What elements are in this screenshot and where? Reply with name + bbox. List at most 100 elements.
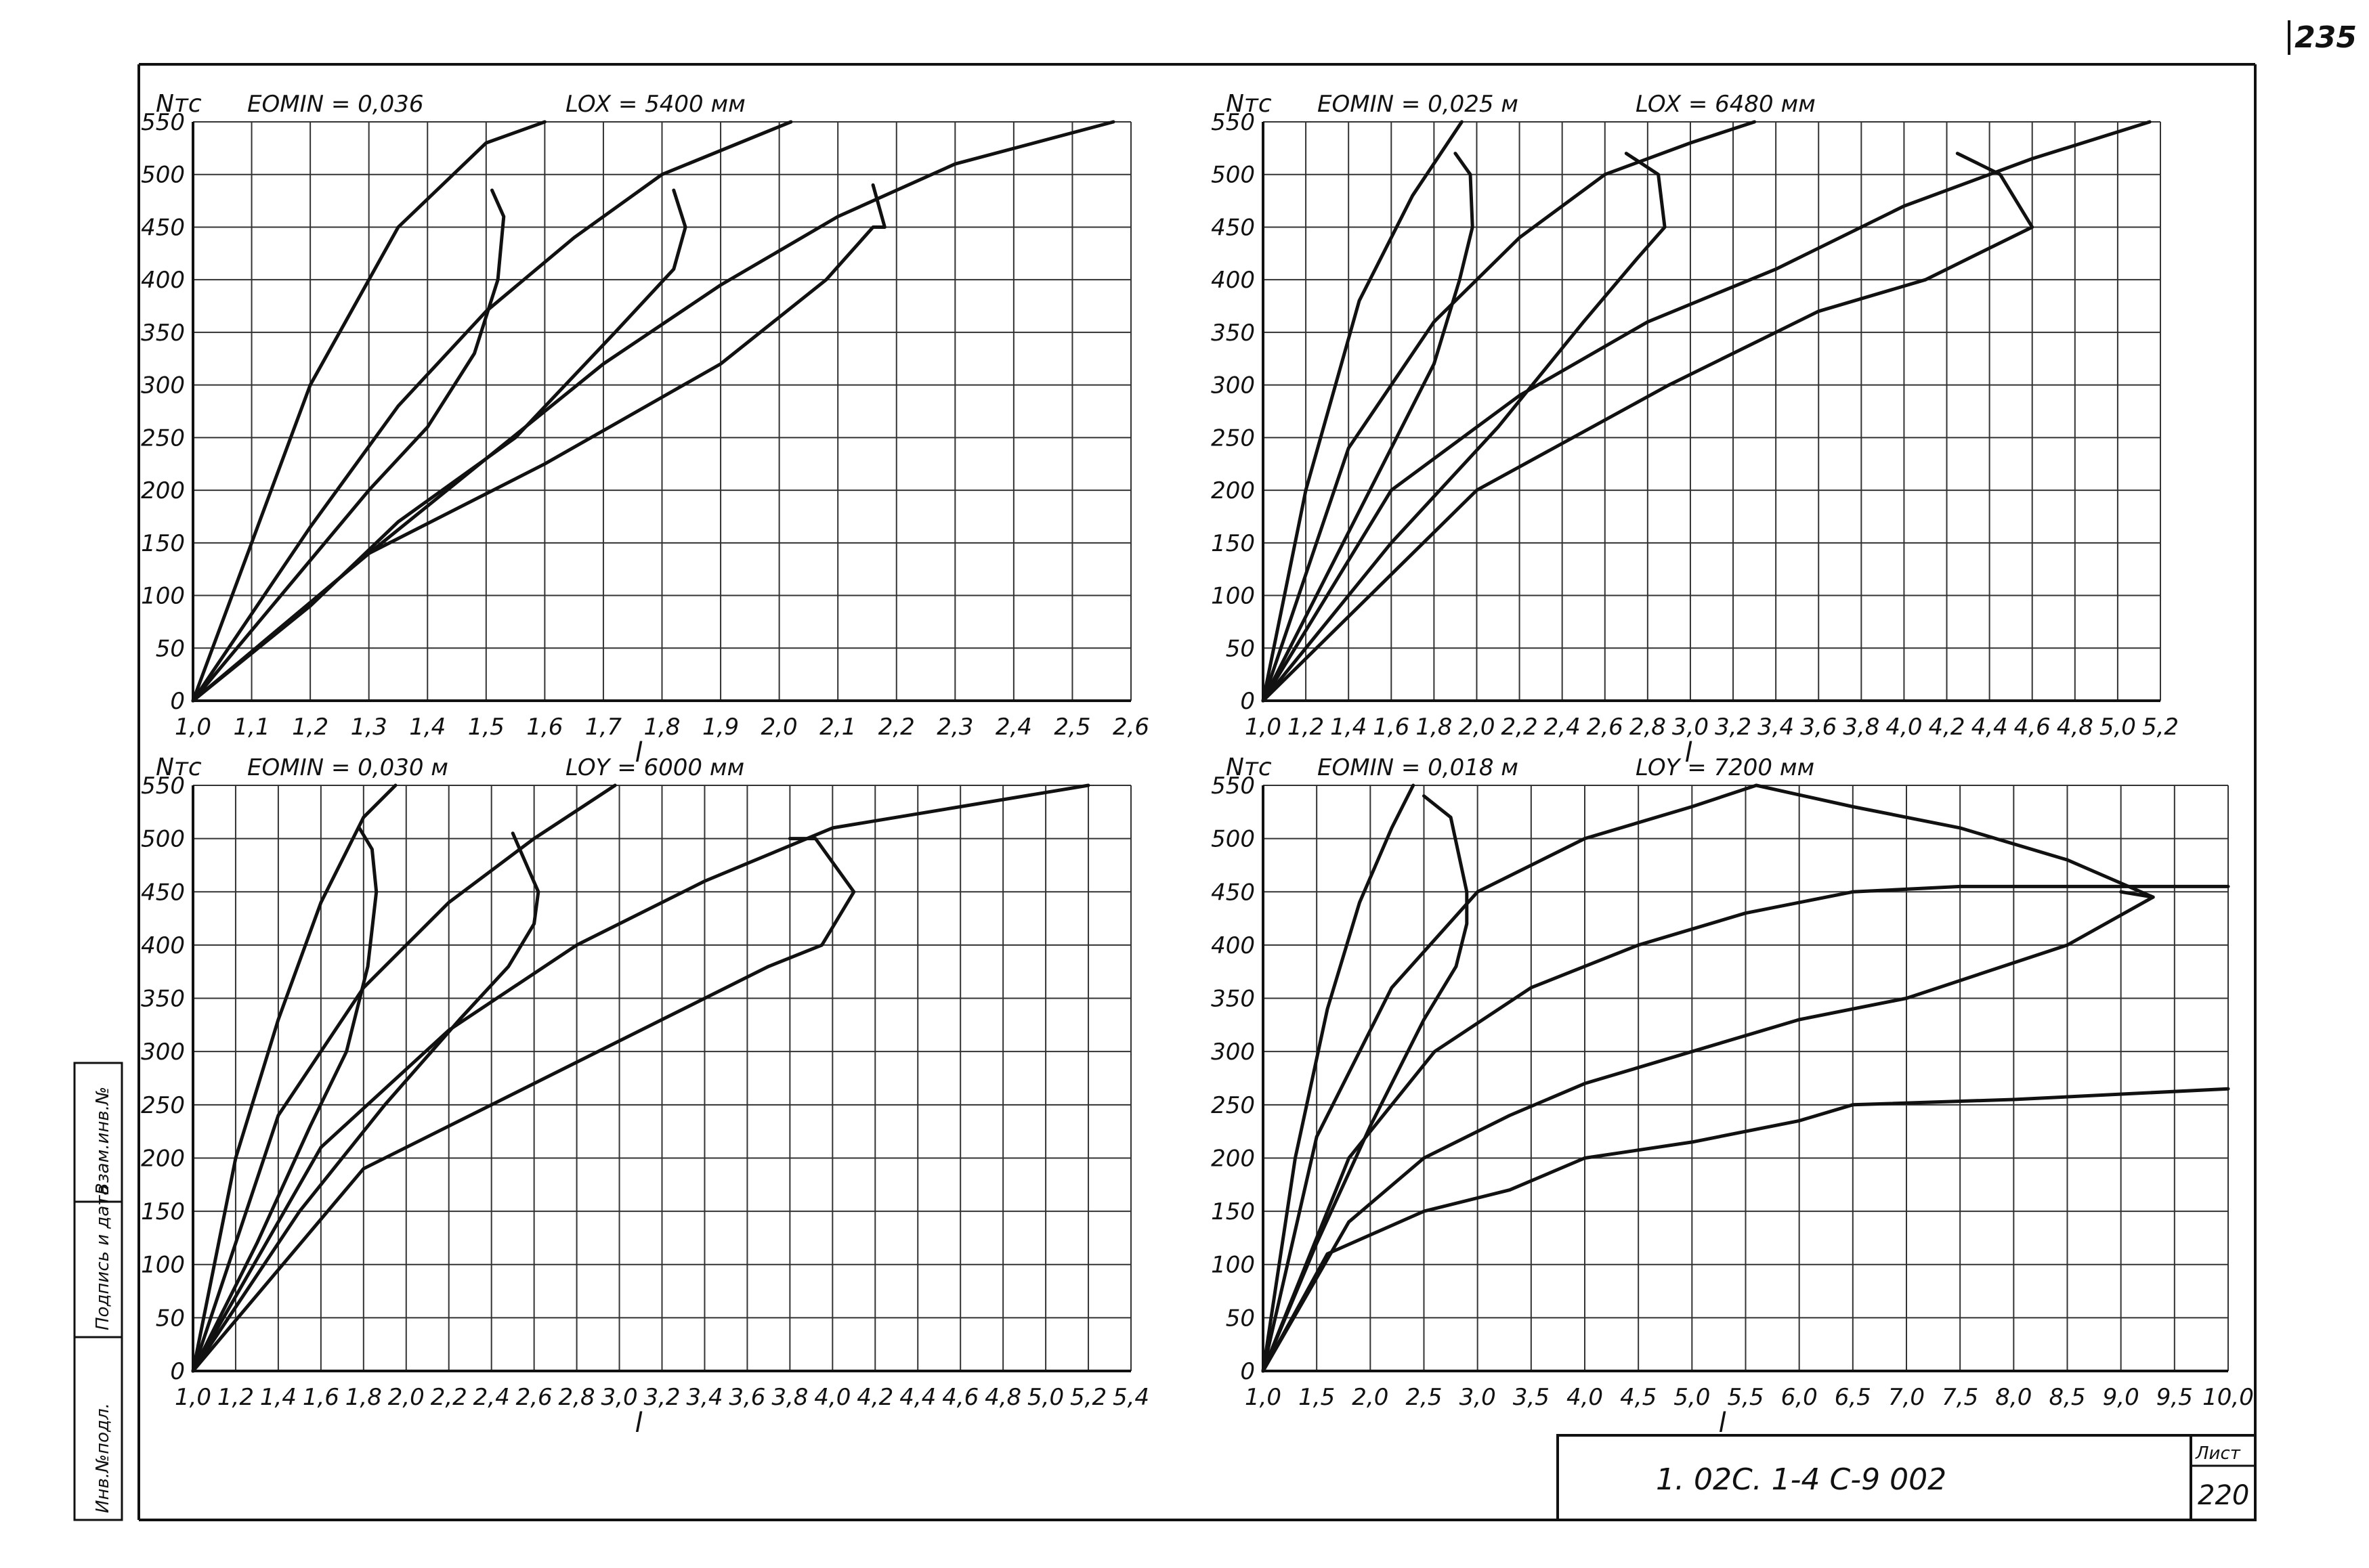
y-tick-label: 400 bbox=[1211, 932, 1255, 959]
y-axis-label: Nтс bbox=[156, 90, 202, 118]
x-tick-label: 2,2 bbox=[1501, 714, 1538, 741]
x-tick-label: 7,5 bbox=[1942, 1384, 1978, 1411]
x-tick-label: 4,2 bbox=[857, 1384, 893, 1411]
x-tick-label: 1,0 bbox=[175, 1384, 211, 1411]
stamp-text-inv: Инв.№подл. bbox=[93, 1403, 113, 1513]
x-tick-label: 8,5 bbox=[2049, 1384, 2085, 1411]
x-tick-label: 1,4 bbox=[1330, 714, 1367, 741]
x-tick-label: 4,0 bbox=[1885, 714, 1922, 741]
y-tick-label: 250 bbox=[1211, 424, 1255, 452]
chart-panel-bottom-left: 1,0 1,2 1,4 1,6 1,8 2,0 2,2 2,4 2,6 2,8 3,0 3,2 3,4 3… bbox=[141, 754, 1149, 1439]
x-tick-label: 1,5 bbox=[468, 714, 505, 741]
series-line-2 bbox=[191, 120, 793, 703]
x-tick-label: 5,2 bbox=[2142, 714, 2179, 741]
y-tick-label: 500 bbox=[1211, 162, 1255, 189]
series-line-6 bbox=[191, 183, 887, 703]
y-tick-label: 400 bbox=[141, 267, 185, 294]
x-tick-label: 2,6 bbox=[1587, 714, 1623, 741]
x-tick-label: 3,6 bbox=[1800, 714, 1837, 741]
x-tick-label: 1,4 bbox=[260, 1384, 297, 1411]
series-line-1 bbox=[191, 783, 398, 1373]
x-axis-label: l bbox=[635, 737, 643, 768]
y-tick-label: 250 bbox=[1211, 1092, 1255, 1119]
x-tick-label: 1,0 bbox=[1245, 1384, 1281, 1411]
x-tick-label: 3,8 bbox=[1843, 714, 1879, 741]
x-tick-label: 2,8 bbox=[1629, 714, 1666, 741]
x-tick-label: 6,5 bbox=[1835, 1384, 1871, 1411]
x-tick-label: 4,6 bbox=[942, 1384, 979, 1411]
x-tick-label: 4,6 bbox=[2014, 714, 2051, 741]
x-tick-label: 2,8 bbox=[559, 1384, 595, 1411]
y-tick-label: 500 bbox=[141, 162, 185, 189]
x-tick-label: 3,0 bbox=[601, 1384, 638, 1411]
y-axis-label: Nтс bbox=[1226, 754, 1272, 781]
series-line-5 bbox=[191, 188, 687, 703]
x-tick-label: 2,6 bbox=[1113, 714, 1149, 741]
y-tick-label: 50 bbox=[156, 1305, 185, 1332]
y-tick-label: 100 bbox=[1211, 1252, 1255, 1279]
x-tick-label: 3,6 bbox=[729, 1384, 765, 1411]
y-tick-label: 350 bbox=[1211, 986, 1255, 1013]
x-tick-label: 4,4 bbox=[899, 1384, 936, 1411]
x-tick-label: 3,4 bbox=[1757, 714, 1794, 741]
series-line-1 bbox=[1261, 120, 1464, 703]
series-line-4 bbox=[1261, 895, 2155, 1373]
x-tick-label: 5,5 bbox=[1727, 1384, 1764, 1411]
series-line-5 bbox=[1261, 152, 1667, 703]
y-tick-label: 250 bbox=[141, 1092, 185, 1119]
y-tick-label: 200 bbox=[141, 477, 185, 504]
x-axis-label: l bbox=[1719, 1408, 1726, 1439]
y-axis-label: Nтс bbox=[1226, 90, 1272, 118]
series-line-3 bbox=[191, 120, 1115, 703]
x-tick-label: 9,0 bbox=[2103, 1384, 2139, 1411]
x-tick-label: 2,4 bbox=[473, 1384, 510, 1411]
x-tick-label: 1,8 bbox=[643, 714, 680, 741]
x-tick-label: 1,9 bbox=[702, 714, 739, 741]
y-tick-label: 250 bbox=[141, 424, 185, 452]
x-tick-label: 4,0 bbox=[814, 1384, 851, 1411]
x-axis-label: l bbox=[1685, 737, 1692, 768]
sheet-number: 220 bbox=[2198, 1480, 2249, 1511]
chart-annotation: LOX = 5400 мм bbox=[565, 91, 746, 118]
y-tick-label: 300 bbox=[141, 372, 185, 399]
y-tick-label: 200 bbox=[141, 1145, 185, 1172]
y-tick-label: 200 bbox=[1211, 477, 1255, 504]
y-tick-label: 150 bbox=[141, 530, 185, 557]
series-line-4 bbox=[1261, 152, 1474, 703]
x-tick-label: 2,3 bbox=[937, 714, 973, 741]
x-tick-label: 5,2 bbox=[1070, 1384, 1107, 1411]
x-tick-label: 1,0 bbox=[1245, 714, 1281, 741]
chart-panel-bottom-right: 1,0 1,5 2,0 2,5 3,0 3,5 4,0 4,5 5,0 5,5 6,0 6,5 7,0 7… bbox=[1211, 754, 2254, 1439]
x-tick-label: 1,1 bbox=[234, 714, 270, 741]
x-tick-label: 8,0 bbox=[1995, 1384, 2032, 1411]
x-tick-label: 2,6 bbox=[516, 1384, 553, 1411]
series-line-5 bbox=[1261, 1087, 2230, 1373]
y-tick-label: 550 bbox=[141, 109, 185, 136]
x-tick-label: 4,2 bbox=[1928, 714, 1965, 741]
x-tick-label: 2,0 bbox=[761, 714, 798, 741]
y-tick-label: 500 bbox=[1211, 826, 1255, 853]
series-line-3 bbox=[1261, 120, 2152, 703]
title-block: 1. 02С. 1-4 С-9 002 Лист 220 bbox=[1556, 1434, 2257, 1521]
stamp-text-replace: Взам.инв.№ bbox=[93, 1087, 113, 1195]
x-tick-label: 4,8 bbox=[985, 1384, 1021, 1411]
x-tick-label: 1,2 bbox=[292, 714, 328, 741]
x-tick-label: 1,2 bbox=[217, 1384, 254, 1411]
x-tick-label: 4,8 bbox=[2057, 714, 2093, 741]
x-tick-label: 7,0 bbox=[1888, 1384, 1925, 1411]
series-line-2 bbox=[1261, 120, 1757, 703]
x-tick-label: 2,5 bbox=[1054, 714, 1090, 741]
chart-panel-top-right: 1,0 1,2 1,4 1,6 1,8 2,0 2,2 2,4 2,6 2,8 3,0 3,2 3,4 3… bbox=[1211, 90, 2179, 768]
x-tick-label: 1,5 bbox=[1298, 1384, 1335, 1411]
x-tick-label: 10,0 bbox=[2202, 1384, 2254, 1411]
x-tick-label: 4,5 bbox=[1620, 1384, 1657, 1411]
x-tick-label: 1,4 bbox=[409, 714, 446, 741]
y-tick-label: 50 bbox=[1226, 635, 1255, 662]
x-tick-label: 4,0 bbox=[1566, 1384, 1603, 1411]
x-tick-label: 1,7 bbox=[585, 714, 622, 741]
y-tick-label: 500 bbox=[141, 826, 185, 853]
x-tick-label: 3,4 bbox=[686, 1384, 723, 1411]
margin-stamp: Инв.№подл. Подпись и дата Взам.инв.№ bbox=[73, 1062, 123, 1521]
x-tick-label: 1,8 bbox=[1415, 714, 1452, 741]
